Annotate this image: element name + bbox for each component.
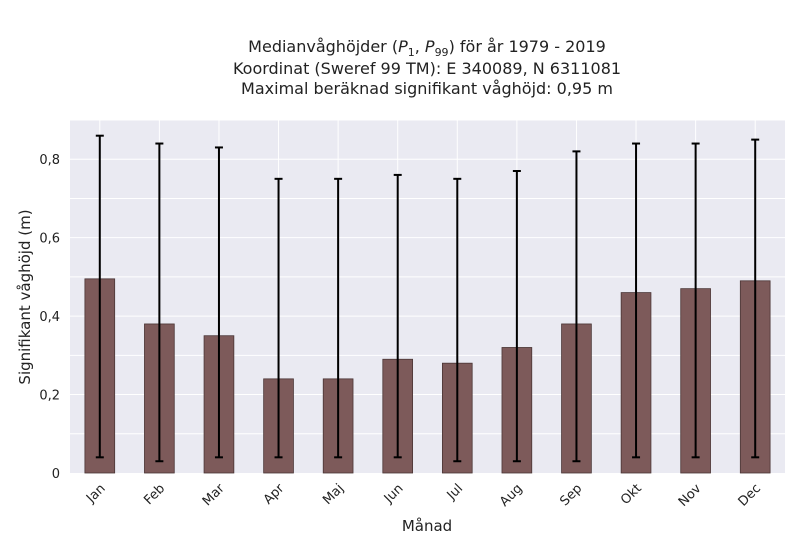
x-axis-label: Månad — [402, 517, 452, 535]
x-tick-label: Jul — [444, 481, 466, 503]
y-tick-label: 0,6 — [39, 232, 60, 247]
x-tick-label: Nov — [676, 481, 705, 510]
chart-title-line-1: Medianvåghöjder (P1, P99) för år 1979 - … — [248, 37, 606, 59]
x-tick-label: Jan — [83, 481, 108, 506]
x-tick-label: Maj — [320, 481, 347, 508]
error-bar-mar — [214, 146, 223, 459]
error-bar-jul — [453, 177, 462, 463]
x-ticks: Jan Feb Mar Apr Maj Jun Jul Aug Sep Okt Nov Dec — [83, 481, 764, 510]
error-bar-dec — [751, 138, 760, 459]
y-ticks: 0 0,2 0,4 0,6 0,8 — [39, 153, 60, 482]
error-bar-aug — [512, 169, 521, 463]
x-tick-label: Jun — [381, 481, 407, 507]
x-tick-label: Sep — [557, 481, 585, 509]
y-tick-label: 0,8 — [39, 153, 60, 168]
error-bar-sep — [572, 150, 581, 463]
error-bar-apr — [274, 177, 283, 459]
error-bar-nov — [691, 142, 700, 459]
error-bars — [95, 134, 760, 463]
error-bar-maj — [334, 177, 343, 459]
error-bar-feb — [155, 142, 164, 463]
error-bar-okt — [632, 142, 641, 459]
chart-title: Medianvåghöjder (P1, P99) för år 1979 - … — [233, 37, 621, 98]
y-axis-label: Signifikant våghöjd (m) — [16, 209, 34, 384]
plot-area — [70, 120, 785, 473]
y-tick-label: 0,2 — [39, 389, 60, 404]
error-bar-jan — [95, 134, 104, 459]
x-tick-label: Aug — [497, 481, 526, 510]
y-tick-label: 0 — [52, 467, 60, 482]
x-tick-label: Apr — [261, 481, 288, 508]
x-tick-label: Okt — [618, 481, 645, 508]
error-bar-jun — [393, 173, 402, 459]
chart-title-line-2: Koordinat (Sweref 99 TM): E 340089, N 63… — [233, 59, 621, 78]
x-tick-label: Dec — [736, 481, 764, 509]
chart-title-line-3: Maximal beräknad signifikant våghöjd: 0,… — [241, 79, 613, 98]
x-tick-label: Mar — [200, 481, 228, 509]
y-tick-label: 0,4 — [39, 310, 60, 325]
x-tick-label: Feb — [141, 481, 168, 508]
